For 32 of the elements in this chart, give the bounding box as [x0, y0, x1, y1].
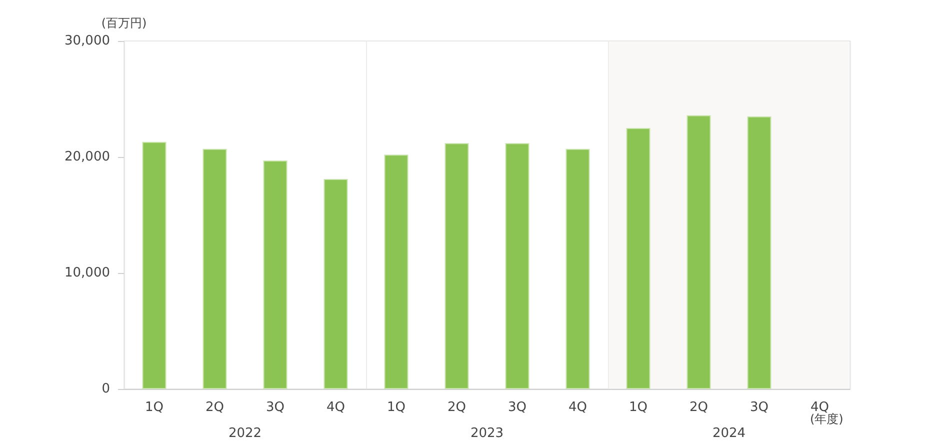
bar — [444, 143, 469, 389]
x-tick-label: 3Q — [750, 400, 769, 415]
y-tick-label: 20,000 — [64, 150, 110, 164]
bar — [626, 128, 650, 389]
y-tick-label: 0 — [102, 382, 110, 396]
x-tick-label: 4Q — [326, 400, 346, 415]
y-axis-title: (百万円) — [101, 16, 147, 30]
x-tick-label: 4Q — [568, 400, 588, 415]
x-tick-label: 1Q — [144, 400, 164, 415]
bar — [202, 148, 227, 389]
x-tick-label: 2Q — [447, 400, 466, 415]
bar — [686, 115, 711, 389]
text: 2023 — [470, 426, 504, 441]
text: 2024 — [712, 426, 746, 441]
x-axis-title: (年度) — [810, 412, 844, 426]
bar — [384, 154, 408, 389]
y-tick-label: 30,000 — [64, 34, 110, 48]
x-tick-label: 2Q — [205, 400, 224, 415]
bar — [747, 116, 772, 389]
x-tick-label: 1Q — [628, 400, 648, 415]
y-tick-label: 10,000 — [64, 266, 110, 280]
text: 2022 — [228, 426, 262, 441]
x-tick-label: 4Q — [810, 400, 830, 415]
bar — [566, 148, 590, 389]
bar — [324, 179, 348, 389]
x-tick-label: 3Q — [266, 400, 285, 415]
bar — [505, 143, 530, 389]
bar — [142, 142, 166, 389]
x-tick-label: 2Q — [689, 400, 708, 415]
bar — [263, 160, 288, 389]
x-tick-label: 1Q — [386, 400, 406, 415]
x-tick-label: 3Q — [508, 400, 527, 415]
